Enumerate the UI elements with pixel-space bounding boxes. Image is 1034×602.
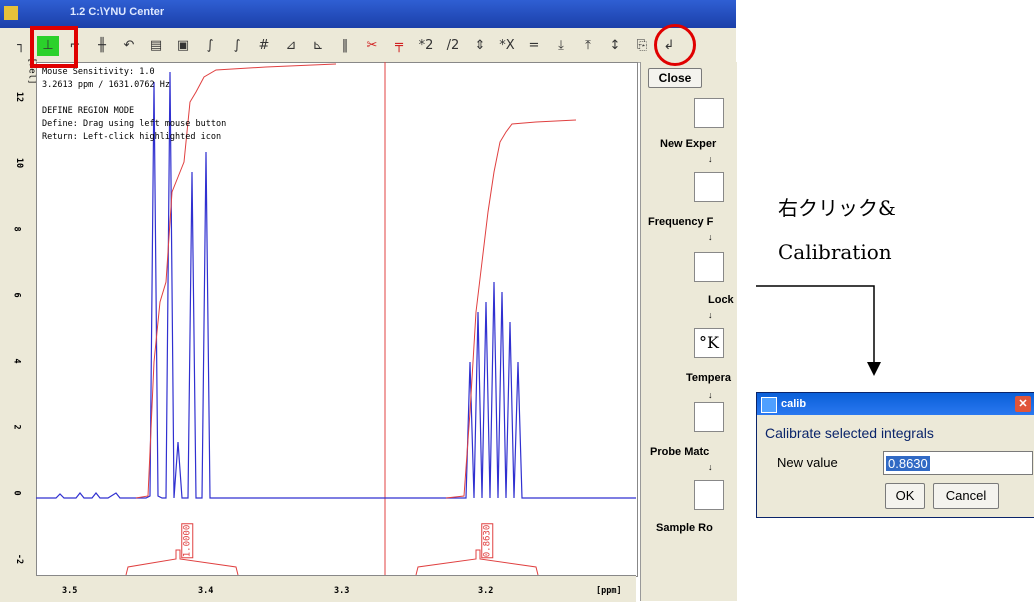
integral-curve-2	[445, 119, 577, 499]
spectrum-plot[interactable]	[36, 62, 638, 577]
lock-icon[interactable]	[694, 252, 724, 282]
equal-icon[interactable]: =	[528, 38, 540, 53]
info-line: 3.2613 ppm / 1631.0762 Hz	[42, 80, 170, 90]
x-tick: 3.2	[478, 586, 494, 596]
region-icon[interactable]: ┐	[17, 38, 25, 53]
sidebar-item-new-experiment[interactable]: New Exper	[660, 138, 717, 150]
split-icon[interactable]: ╤	[395, 38, 403, 53]
slope-icon[interactable]: ⊿	[285, 38, 297, 53]
sample-rotation-icon[interactable]	[694, 480, 724, 510]
calibrate-icon[interactable]: ∫	[206, 38, 214, 53]
calib-dialog: calib ✕ Calibrate selected integrals New…	[756, 392, 1034, 518]
y-tick: 8	[11, 226, 22, 232]
cut-icon[interactable]: ✂	[366, 38, 378, 53]
dialog-title-bar: calib ✕	[757, 393, 1034, 415]
down-icon[interactable]: ⤓	[558, 38, 564, 53]
arrow-down-icon: ↓	[708, 462, 713, 472]
probe-match-icon[interactable]	[694, 402, 724, 432]
multiply-icon[interactable]: *2	[418, 38, 434, 53]
annotation-line-1: 右クリック&	[778, 196, 896, 220]
info-line: Define: Drag using left mouse button	[42, 119, 227, 129]
read-icon[interactable]: ▤	[149, 38, 163, 53]
x-axis	[36, 575, 636, 602]
info-line: Mouse Sensitivity: 1.0	[42, 67, 155, 77]
new-experiment-icon[interactable]	[694, 98, 724, 128]
integral-label-1: 1.0000	[181, 523, 194, 559]
temperature-icon[interactable]: °K	[694, 328, 724, 358]
up-icon[interactable]: ⤒	[585, 38, 591, 53]
window-title: 1.2 C:\YNU Center	[70, 6, 165, 18]
dialog-title: calib	[781, 398, 807, 410]
integral-curve-1	[135, 63, 337, 499]
y-tick: 2	[11, 424, 22, 430]
x-tick: 3.3	[334, 586, 350, 596]
divide-icon[interactable]: /2	[446, 38, 460, 53]
sidebar-item-frequency[interactable]: Frequency F	[648, 216, 714, 228]
arrow-down-icon: ↓	[708, 154, 713, 164]
app-icon	[4, 6, 18, 20]
close-button[interactable]: Close	[648, 68, 702, 88]
y-tick: 6	[11, 292, 22, 298]
x-icon[interactable]: *X	[499, 38, 515, 53]
sidebar-item-sample-rotation[interactable]: Sample Ro	[656, 522, 713, 534]
undo-icon[interactable]: ↶	[123, 38, 135, 53]
sidebar-item-temperature[interactable]: Tempera	[686, 372, 732, 384]
title-bar: 1.2 C:\YNU Center	[0, 0, 736, 28]
info-line	[42, 92, 226, 105]
save-icon[interactable]: ▣	[176, 38, 190, 53]
new-value-field[interactable]: 0.8630	[883, 451, 1033, 475]
x-unit: [ppm]	[596, 586, 622, 596]
x-tick: 3.5	[62, 586, 78, 596]
y-axis	[0, 62, 36, 602]
integral-bracket-1	[125, 549, 239, 575]
integral-label-2: 0.8630	[481, 523, 494, 559]
sidebar-item-lock[interactable]: Lock	[708, 294, 734, 306]
new-value-text: 0.8630	[886, 456, 930, 471]
y-tick: 10	[14, 157, 25, 169]
x-tick: 3.4	[198, 586, 214, 596]
sidebar-item-probe-match[interactable]: Probe Matc	[650, 446, 710, 458]
cancel-button[interactable]: Cancel	[933, 483, 999, 509]
highlight-square	[30, 26, 78, 68]
ok-button[interactable]: OK	[885, 483, 925, 509]
y-tick: 12	[14, 91, 25, 103]
highlight-circle	[654, 24, 696, 66]
info-panel: Mouse Sensitivity: 1.0 3.2613 ppm / 1631…	[42, 66, 226, 144]
y-tick: 0	[11, 490, 22, 496]
arrow-down-icon: ↓	[708, 390, 713, 400]
annotation-arrow	[756, 285, 881, 376]
save-export-icon[interactable]: ⎘	[636, 38, 648, 53]
hash-icon[interactable]: #	[258, 38, 270, 53]
annotation-line-2: Calibration	[778, 240, 892, 264]
dialog-heading: Calibrate selected integrals	[765, 425, 934, 441]
spectrum-line	[36, 71, 636, 499]
y-tick: 4	[11, 358, 22, 364]
info-line: DEFINE REGION MODE	[42, 106, 135, 116]
frequency-icon[interactable]	[694, 172, 724, 202]
info-line: Return: Left-click highlighted icon	[42, 132, 222, 142]
close-icon[interactable]: ✕	[1015, 396, 1031, 412]
integral-bracket-2	[415, 549, 539, 575]
multi-integral-icon[interactable]: ╫	[98, 38, 106, 53]
updown-icon[interactable]: ⇕	[474, 38, 486, 53]
y-tick: -2	[14, 553, 25, 565]
define-region-icon[interactable]: ⊥	[37, 36, 59, 56]
new-value-label: New value	[777, 455, 838, 470]
arrow-down-icon: ↓	[708, 310, 713, 320]
pause-icon[interactable]: ‖	[341, 38, 349, 53]
bias-icon[interactable]: ⊾	[312, 38, 324, 53]
updown2-icon[interactable]: ↕	[609, 38, 621, 53]
dialog-app-icon	[761, 397, 777, 413]
spectrum-svg[interactable]	[36, 62, 636, 575]
scale-icon[interactable]: ∫	[233, 38, 241, 53]
arrow-down-icon: ↓	[708, 232, 713, 242]
